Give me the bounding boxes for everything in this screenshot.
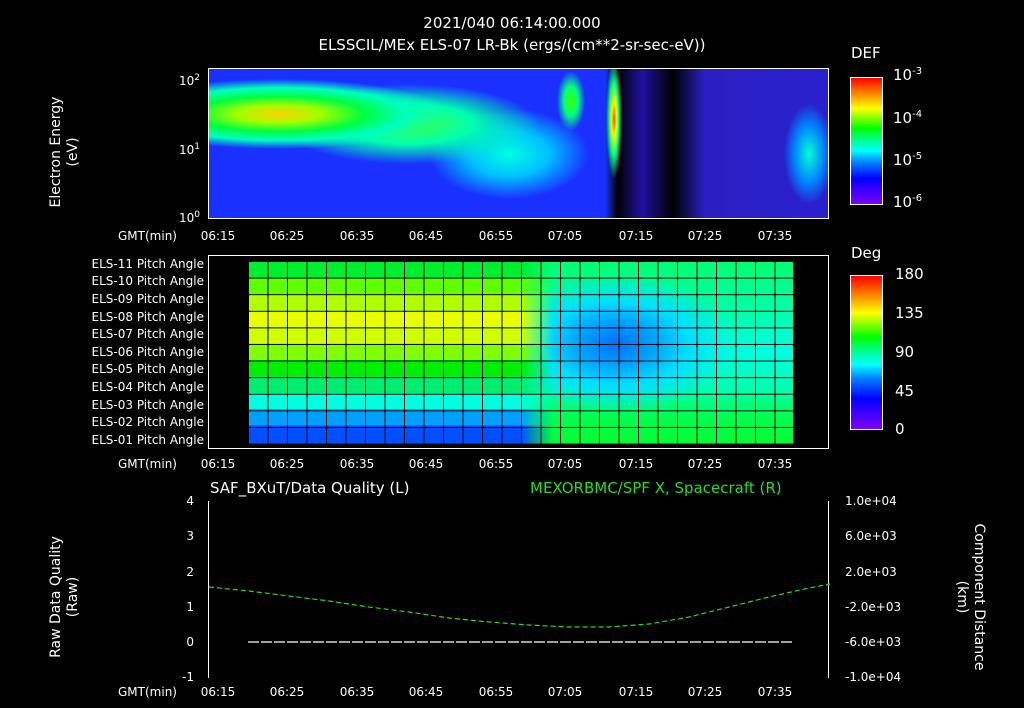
panel2-xtick: 06:25 [269,457,305,471]
panel3-ylabel-left-line2: (Raw) [65,576,81,618]
pitch-row-label: ELS-03 Pitch Angle [91,398,204,412]
colorbar-def [850,77,883,205]
pitch-row-label: ELS-07 Pitch Angle [91,327,204,341]
pitch-angle-plot[interactable] [208,255,829,449]
pitch-row-label: ELS-09 Pitch Angle [91,292,204,306]
panel3-ytick-right: 2.0e+03 [845,565,897,579]
pitch-row-label: ELS-05 Pitch Angle [91,362,204,376]
pitch-angle-heatmap [248,261,793,444]
panel3-ytick-left: 3 [186,529,194,543]
pitch-row-label: ELS-10 Pitch Angle [91,274,204,288]
panel1-ylabel-line2: (eV) [65,137,81,167]
panel1-ytick-100: 102 [178,73,200,88]
plot-title: ELSSCIL/MEx ELS-07 LR-Bk (ergs/(cm**2-sr… [318,36,706,54]
panel3-xlabel: GMT(min) [118,685,177,699]
colorbar2-tick: 135 [895,304,924,322]
panel1-xtick: 06:45 [408,229,444,243]
panel3-xtick: 06:15 [200,685,236,699]
panel1-xtick: 07:25 [687,229,723,243]
panel1-xtick: 06:15 [200,229,236,243]
colorbar2-tick: 0 [895,420,905,438]
panel3-ylabel-left-line1: Raw Data Quality [48,536,64,658]
panel1-xtick: 07:35 [757,229,793,243]
panel3-xtick: 06:25 [269,685,305,699]
colorbar1-tick: 10-4 [893,109,923,127]
panel3-ytick-left: 0 [186,635,194,649]
panel3-ylabel-left: Raw Data Quality (Raw) [48,522,82,672]
panel2-xtick: 06:55 [478,457,514,471]
pitch-row-label: ELS-06 Pitch Angle [91,345,204,359]
panel3-ytick-right: -2.0e+03 [845,600,902,614]
colorbar1-tick: 10-3 [893,66,923,84]
panel3-ytick-left: 1 [186,600,194,614]
panel2-xtick: 07:05 [547,457,583,471]
panel1-ylabel-line1: Electron Energy [48,96,64,208]
panel1-xtick: 06:55 [478,229,514,243]
panel1-ylabel: Electron Energy (eV) [48,77,82,227]
panel3-ylabel-right-line2: (km) [954,580,970,614]
panel3-xtick: 06:55 [478,685,514,699]
panel3-xtick: 07:25 [687,685,723,699]
colorbar-deg [850,275,883,430]
panel2-xtick: 07:25 [687,457,723,471]
panel3-ytick-right: -1.0e+04 [845,670,902,684]
panel1-xtick: 07:05 [547,229,583,243]
panel1-ytick-10: 101 [178,142,200,157]
colorbar2-tick: 45 [895,382,915,400]
line-plot-svg [209,583,830,643]
panel3-xtick: 06:45 [408,685,444,699]
spectrogram-plot[interactable] [208,68,829,219]
colorbar1-tick: 10-5 [893,151,923,169]
plot-datetime: 2021/040 06:14:00.000 [423,14,601,32]
panel1-xtick: 07:15 [618,229,654,243]
panel2-xtick: 06:15 [200,457,236,471]
pitch-row-label: ELS-04 Pitch Angle [91,380,204,394]
panel1-xtick: 06:25 [269,229,305,243]
pitch-row-label: ELS-08 Pitch Angle [91,310,204,324]
panel3-ytick-right: -6.0e+03 [845,635,902,649]
panel2-xtick: 07:15 [618,457,654,471]
panel2-xtick: 07:35 [757,457,793,471]
pitch-row-label: ELS-11 Pitch Angle [91,257,204,271]
panel1-xlabel: GMT(min) [118,229,177,243]
colorbar2-title: Deg [851,244,882,262]
colorbar2-tick: 90 [895,343,915,361]
panel3-ytick-right: 1.0e+04 [845,494,897,508]
panel1-xtick: 06:35 [339,229,375,243]
panel2-xlabel: GMT(min) [118,457,177,471]
panel3-xtick: 07:35 [757,685,793,699]
line-plot[interactable] [208,501,830,678]
panel3-right-title: MEXORBMC/SPF X, Spacecraft (R) [530,479,782,497]
panel2-xtick: 06:35 [339,457,375,471]
panel3-left-title: SAF_BXuT/Data Quality (L) [210,479,410,497]
panel3-ytick-left: 2 [186,565,194,579]
panel3-ytick-right: 6.0e+03 [845,529,897,543]
panel3-xtick: 07:15 [618,685,654,699]
panel3-ytick-left: 4 [186,494,194,508]
panel1-ytick-1: 100 [178,210,200,225]
panel2-xtick: 06:45 [408,457,444,471]
pitch-row-label: ELS-02 Pitch Angle [91,415,204,429]
colorbar1-title: DEF [851,44,881,62]
panel3-ytick-left: -1 [182,670,194,684]
colorbar1-tick: 10-6 [893,193,923,211]
panel3-xtick: 06:35 [339,685,375,699]
panel3-xtick: 07:05 [547,685,583,699]
panel3-ylabel-right-line1: Component Distance [971,523,987,671]
pitch-row-label: ELS-01 Pitch Angle [91,433,204,447]
panel3-ylabel-right: Component Distance (km) [953,512,987,682]
spacecraft-x-line [209,583,830,628]
colorbar2-tick: 180 [895,265,924,283]
